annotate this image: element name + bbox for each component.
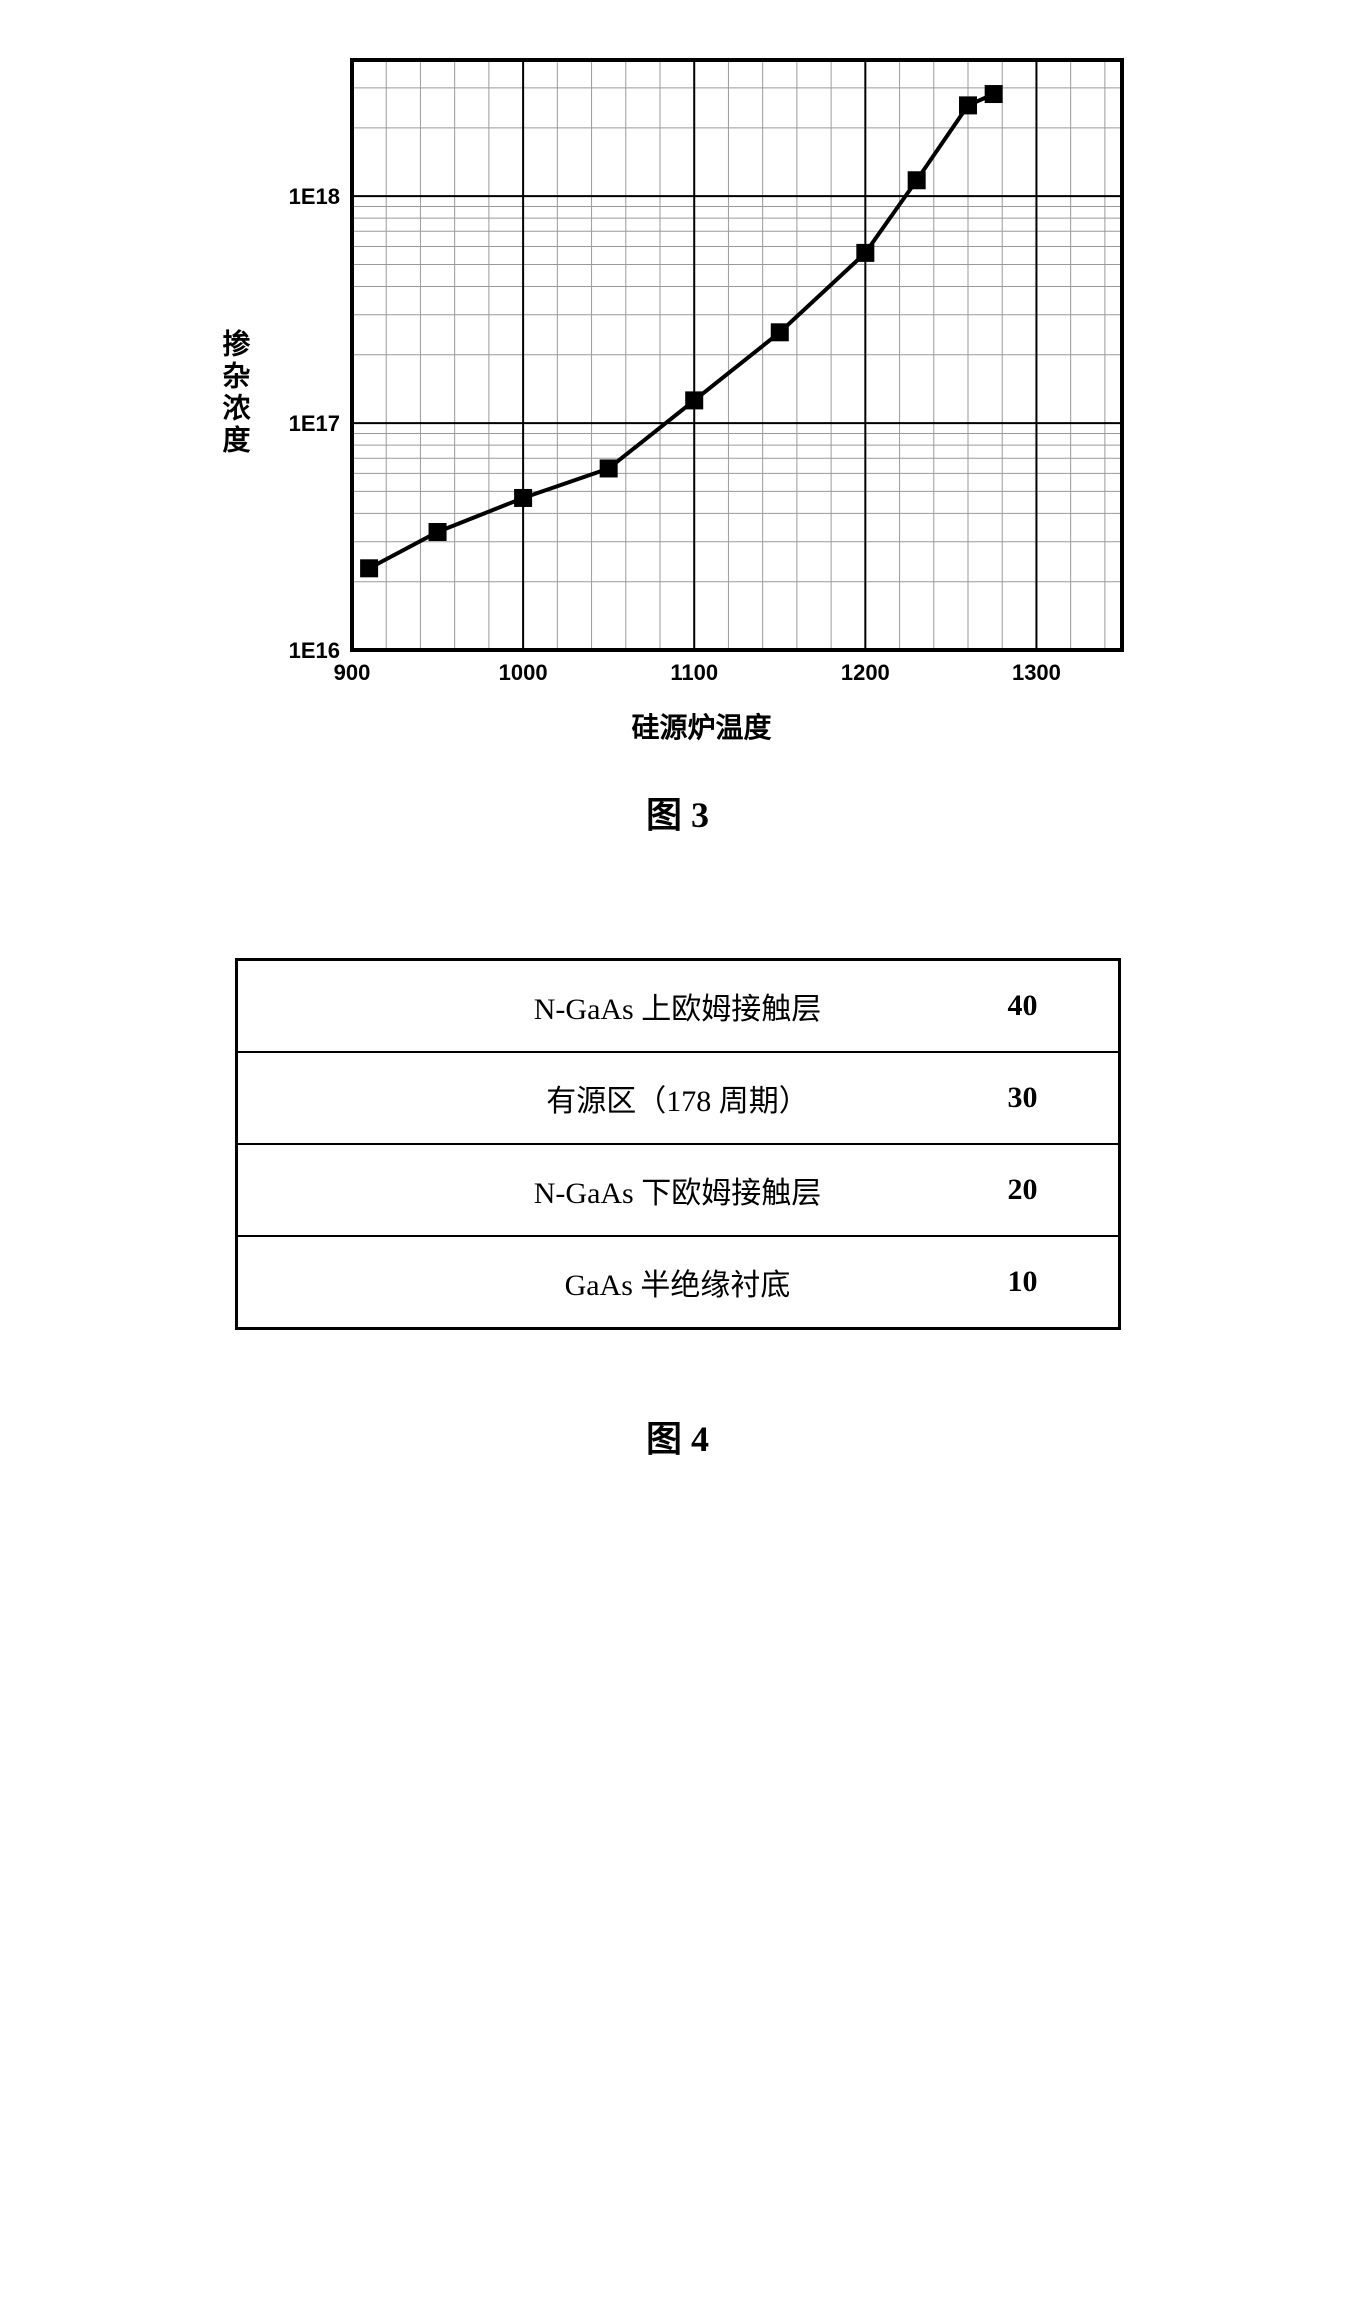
layer-number: 20 (1008, 1173, 1038, 1207)
svg-text:1E16: 1E16 (288, 638, 339, 663)
svg-text:1200: 1200 (840, 660, 889, 685)
figure-4: N-GaAs 上欧姆接触层 40 有源区（178 周期） 30 N-GaAs 下欧姆接触… (235, 958, 1121, 1462)
layer-row: GaAs 半绝缘衬底 10 (238, 1237, 1118, 1327)
figure-3-caption: 图 3 (646, 786, 709, 838)
layer-number: 30 (1008, 1081, 1038, 1115)
chart-area: 掺杂浓度 900 1000 1100 1200 1300 1E16 1E17 1E18 硅源炉… (214, 40, 1142, 746)
svg-text:1100: 1100 (670, 660, 718, 685)
layer-number: 40 (1008, 989, 1038, 1023)
layer-row: N-GaAs 下欧姆接触层 20 (238, 1145, 1118, 1237)
figure-3: 掺杂浓度 900 1000 1100 1200 1300 1E16 1E17 1E18 硅源炉… (214, 40, 1142, 838)
y-axis-label: 掺杂浓度 (214, 329, 254, 457)
layer-stack-table: N-GaAs 上欧姆接触层 40 有源区（178 周期） 30 N-GaAs 下欧姆接触… (235, 958, 1121, 1330)
svg-text:1E18: 1E18 (288, 184, 339, 209)
chart-and-xlabel: 900 1000 1100 1200 1300 1E16 1E17 1E18 硅源炉温度 (262, 40, 1142, 746)
doping-vs-temp-chart: 900 1000 1100 1200 1300 1E16 1E17 1E18 (262, 40, 1142, 700)
layer-label: GaAs 半绝缘衬底 (565, 1260, 791, 1304)
layer-label: 有源区（178 周期） (546, 1076, 809, 1120)
layer-row: 有源区（178 周期） 30 (238, 1053, 1118, 1145)
layer-label: N-GaAs 下欧姆接触层 (534, 1168, 821, 1212)
svg-text:900: 900 (333, 660, 370, 685)
svg-text:1000: 1000 (498, 660, 547, 685)
layer-row: N-GaAs 上欧姆接触层 40 (238, 961, 1118, 1053)
svg-text:1300: 1300 (1011, 660, 1060, 685)
x-axis-label: 硅源炉温度 (631, 706, 771, 746)
svg-text:1E17: 1E17 (288, 411, 339, 436)
layer-label: N-GaAs 上欧姆接触层 (534, 984, 821, 1028)
layer-number: 10 (1008, 1265, 1038, 1299)
figure-4-caption: 图 4 (646, 1410, 709, 1462)
